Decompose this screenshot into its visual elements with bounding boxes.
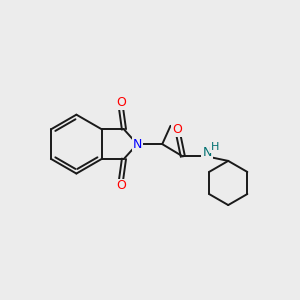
- Text: O: O: [172, 123, 182, 136]
- Text: N: N: [202, 146, 212, 159]
- Text: O: O: [116, 179, 126, 192]
- Text: O: O: [116, 96, 126, 109]
- Text: H: H: [211, 142, 219, 152]
- Text: N: N: [133, 138, 142, 151]
